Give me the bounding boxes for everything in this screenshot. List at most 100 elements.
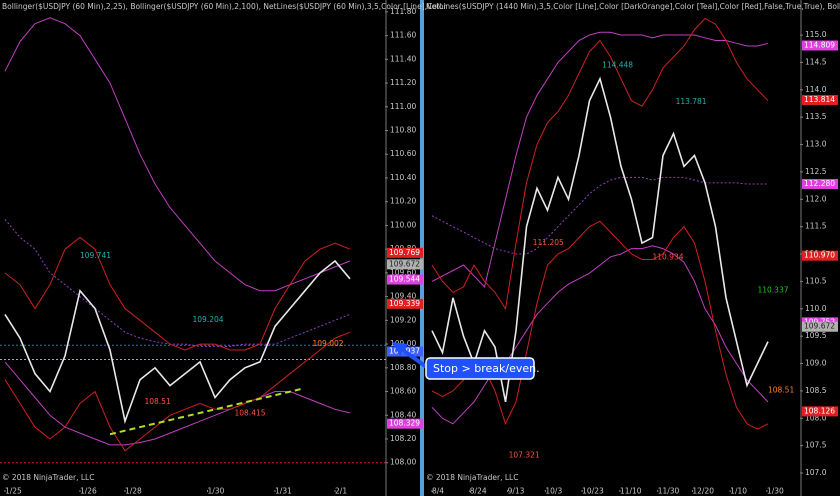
annotation-text: Stop > break/even. [433, 362, 540, 375]
price-badge-label: 113.814 [804, 95, 835, 104]
band-line [431, 17, 769, 311]
y-tick-label: 112.5 [805, 167, 827, 176]
copyright: © 2018 NinjaTrader, LLC [426, 473, 518, 482]
x-tick-label: 1/26 [80, 487, 97, 496]
level-label: 110.934 [652, 253, 683, 262]
y-tick-label: 111.80 [390, 7, 416, 16]
x-tick-label: 2/1 [335, 487, 347, 496]
price-badge [802, 250, 838, 261]
y-tick-label: 108.60 [390, 387, 416, 396]
x-tick-label: 11/10 [620, 487, 642, 496]
price-badge [802, 40, 838, 51]
y-tick-label: 114.0 [805, 85, 827, 94]
y-tick-label: 115.0 [805, 30, 827, 39]
price-badge-label: 110.970 [804, 251, 835, 260]
price-badge [387, 298, 423, 309]
level-label: 107.321 [509, 450, 540, 459]
level-label: 108.415 [235, 408, 266, 417]
y-tick-label: 110.0 [805, 304, 827, 313]
y-tick-label: 110.00 [390, 220, 416, 229]
level-label: 109.204 [193, 315, 224, 324]
band-line [4, 17, 351, 292]
band-line [431, 176, 768, 255]
price-badge-label: 109.339 [389, 299, 420, 308]
x-tick-label: 12/20 [692, 487, 714, 496]
x-tick-label: 10/23 [582, 487, 604, 496]
y-tick-label: 114.5 [805, 57, 827, 66]
price-badge-label: 109.769 [389, 248, 420, 257]
band-line [4, 331, 351, 452]
price-badge-label: 108.126 [804, 406, 835, 415]
price-badge [802, 321, 838, 332]
x-tick-label: 8/4 [432, 487, 444, 496]
y-tick-label: 108.0 [805, 413, 827, 422]
x-tick-label: 1/25 [5, 487, 22, 496]
price-badge [387, 247, 423, 258]
y-tick-label: 109.0 [805, 359, 827, 368]
level-label: 108.51 [144, 397, 170, 406]
price-line [4, 259, 351, 425]
price-badge [387, 259, 423, 270]
price-badge [387, 418, 423, 429]
price-badge-label: 112.280 [804, 179, 835, 188]
band-line [4, 236, 351, 351]
y-tick-label: 110.5 [805, 276, 827, 285]
price-badge [387, 274, 423, 285]
y-tick-label: 107.0 [805, 468, 827, 477]
x-tick-label: 1/10 [730, 487, 747, 496]
level-label: 108.51 [768, 385, 794, 394]
price-badge-label: 109.672 [804, 322, 835, 331]
copyright: © 2018 NinjaTrader, LLC [2, 473, 94, 482]
y-tick-label: 108.80 [390, 363, 416, 372]
y-tick-label: 111.20 [390, 78, 416, 87]
price-badge-label: 114.809 [804, 40, 835, 49]
x-tick-label: 10/3 [545, 487, 562, 496]
level-label: 114.448 [602, 60, 633, 69]
chart-header: NetLines($USDJPY (1440 Min),3,5,Color [L… [426, 2, 840, 11]
price-badge [802, 94, 838, 105]
band-line [431, 31, 769, 288]
y-tick-label: 109.5 [805, 331, 827, 340]
chart-header: Bollinger($USDJPY (60 Min),2,25), Bollin… [2, 2, 447, 11]
y-tick-label: 108.00 [390, 458, 416, 467]
level-label: 110.337 [757, 285, 788, 294]
y-tick-label: 110.60 [390, 149, 416, 158]
trendline [109, 388, 301, 436]
price-line [431, 76, 769, 403]
band-line [4, 219, 351, 347]
y-tick-label: 111.40 [390, 54, 416, 63]
left-chart: Bollinger($USDJPY (60 Min),2,25), Bollin… [0, 0, 447, 496]
annotation-arrow [398, 346, 430, 370]
y-tick-label: 109.60 [390, 268, 416, 277]
y-tick-label: 107.5 [805, 441, 827, 450]
level-label: 109.741 [80, 251, 111, 260]
level-label: 109.002 [313, 339, 344, 348]
y-tick-label: 110.40 [390, 173, 416, 182]
y-tick-label: 109.40 [390, 292, 416, 301]
y-tick-label: 108.40 [390, 410, 416, 419]
price-badge [802, 178, 838, 189]
x-tick-label: 1/30 [208, 487, 225, 496]
x-tick-label: 9/13 [508, 487, 525, 496]
annotation-box [425, 357, 535, 380]
right-chart: NetLines($USDJPY (1440 Min),3,5,Color [L… [426, 0, 840, 496]
y-tick-label: 113.0 [805, 140, 827, 149]
level-label: 113.781 [676, 97, 707, 106]
y-tick-label: 111.00 [390, 102, 416, 111]
price-badge-label: 108.329 [389, 419, 420, 428]
x-tick-label: 11/30 [658, 487, 680, 496]
y-tick-label: 111.60 [390, 31, 416, 40]
band-line [4, 361, 351, 446]
x-tick-label: 1/28 [125, 487, 142, 496]
price-badge [802, 406, 838, 417]
y-tick-label: 112.0 [805, 194, 827, 203]
y-tick-label: 110.20 [390, 197, 416, 206]
y-tick-label: 109.20 [390, 315, 416, 324]
y-tick-label: 113.5 [805, 112, 827, 121]
y-tick-label: 111.5 [805, 222, 827, 231]
price-badge-label: 109.672 [389, 259, 420, 268]
x-tick-label: 8/24 [470, 487, 487, 496]
y-tick-label: 108.5 [805, 386, 827, 395]
y-tick-label: 108.20 [390, 434, 416, 443]
